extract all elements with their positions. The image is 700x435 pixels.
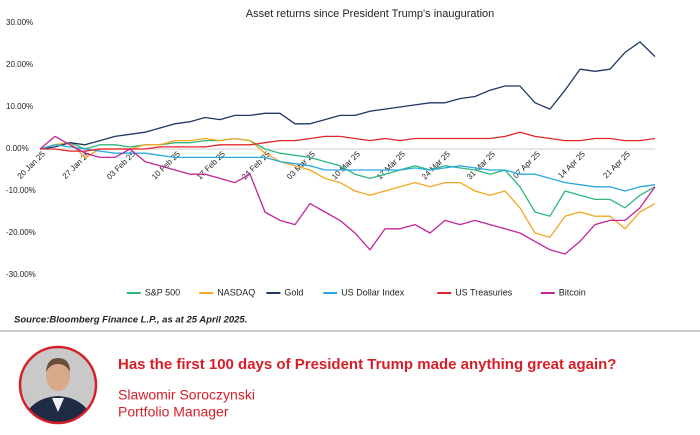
chart-title: Asset returns since President Trump's in… <box>246 8 495 20</box>
legend-item: NASDAQ <box>199 287 255 297</box>
legend-item: Bitcoin <box>540 287 586 297</box>
y-tick-label: 10.00% <box>6 102 33 111</box>
y-tick-label: -20.00% <box>6 228 36 237</box>
series-line <box>39 135 656 255</box>
y-tick-label: 30.00% <box>6 18 33 27</box>
legend-label: NASDAQ <box>217 287 255 297</box>
portrait <box>18 345 98 425</box>
portrait-ring <box>18 345 98 425</box>
x-tick-label: 20 Jan 25 <box>16 149 48 181</box>
series-line <box>39 41 656 150</box>
legend-item: Gold <box>266 287 303 297</box>
legend-label: US Treasuries <box>455 287 513 297</box>
legend-item: US Dollar Index <box>323 287 405 297</box>
portrait-shirt <box>52 398 64 412</box>
x-tick-label: 24 Mar 25 <box>420 149 452 181</box>
y-tick-label: -30.00% <box>6 270 36 279</box>
y-tick-label: 0.00% <box>6 144 29 153</box>
portrait-face <box>46 361 70 391</box>
x-tick-label: 21 Apr 25 <box>601 149 632 180</box>
series-line <box>40 131 656 152</box>
source: Source:Bloomberg Finance L.P., as at 25 … <box>14 315 247 326</box>
series-line <box>39 137 656 238</box>
legend-item: S&P 500 <box>126 287 180 297</box>
portrait-hair <box>46 358 70 372</box>
legend-item: US Treasuries <box>437 287 513 297</box>
legend-label: US Dollar Index <box>341 287 405 297</box>
x-tick-label: 31 Mar 25 <box>465 149 497 181</box>
series-line <box>39 144 656 192</box>
x-tick-label: 17 Mar 25 <box>375 149 407 181</box>
y-tick-label: -10.00% <box>6 186 36 195</box>
x-tick-label: 14 Apr 25 <box>556 149 587 180</box>
author-name: Slawomir Soroczynski <box>118 387 255 403</box>
author-role: Portfolio Manager <box>118 404 229 420</box>
y-tick-label: 20.00% <box>6 60 33 69</box>
footer-title: Has the first 100 days of President Trum… <box>118 356 616 373</box>
x-tick-label: 10 Mar 25 <box>330 149 362 181</box>
legend-label: S&P 500 <box>145 287 180 297</box>
footer-panel <box>0 332 700 435</box>
legend-label: Bitcoin <box>559 287 586 297</box>
legend-label: Gold <box>284 287 303 297</box>
